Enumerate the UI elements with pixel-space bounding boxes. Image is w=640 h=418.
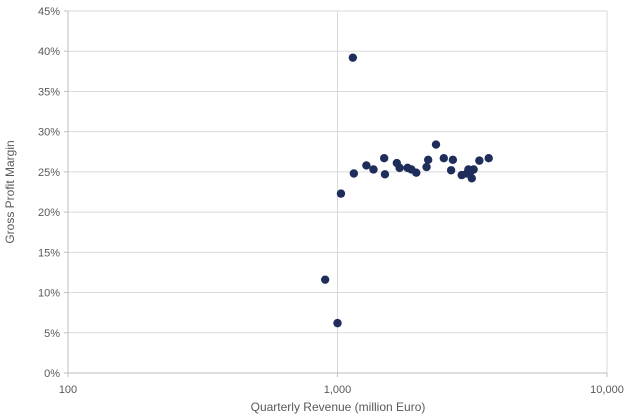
data-point — [448, 155, 458, 165]
x-axis-title: Quarterly Revenue (million Euro) — [251, 400, 426, 414]
data-point — [379, 154, 389, 163]
data-point — [469, 165, 478, 174]
y-tick-label: 45% — [38, 6, 60, 18]
x-tick-label: 10,000 — [590, 384, 624, 396]
y-tick-label: 35% — [38, 86, 60, 98]
data-point — [333, 318, 342, 328]
data-point — [412, 168, 421, 177]
data-point — [475, 156, 484, 165]
x-tick-label: 1,000 — [324, 384, 352, 396]
data-point — [422, 162, 431, 172]
data-points — [320, 53, 493, 328]
y-tick-label: 30% — [38, 127, 60, 139]
data-point — [336, 189, 346, 198]
data-point — [439, 154, 449, 163]
data-point — [349, 169, 359, 178]
y-tick-label: 15% — [38, 247, 60, 259]
y-tick-label: 10% — [38, 288, 60, 300]
gridlines — [68, 10, 608, 373]
data-point — [320, 275, 330, 284]
y-tick-label: 0% — [44, 368, 60, 380]
y-tick-label: 25% — [38, 167, 60, 179]
y-axis-title: Gross Profit Margin — [3, 140, 17, 243]
data-point — [446, 166, 456, 175]
y-tick-label: 40% — [38, 46, 60, 58]
data-point — [369, 165, 378, 174]
data-point — [380, 170, 390, 179]
x-tick-labels: 100 1,000 10,000 — [59, 373, 624, 396]
data-point — [395, 163, 404, 173]
data-point — [467, 174, 476, 183]
data-point — [348, 53, 358, 62]
y-tick-labels: 0% 5% 10% 15% 20% 25% 30% 35% 40% 45% — [38, 6, 68, 380]
x-tick-label: 100 — [59, 384, 77, 396]
data-point — [484, 154, 493, 163]
data-point — [362, 161, 371, 170]
y-tick-label: 20% — [38, 207, 60, 219]
y-tick-label: 5% — [44, 328, 60, 340]
data-point — [423, 155, 433, 165]
data-point — [431, 140, 441, 149]
